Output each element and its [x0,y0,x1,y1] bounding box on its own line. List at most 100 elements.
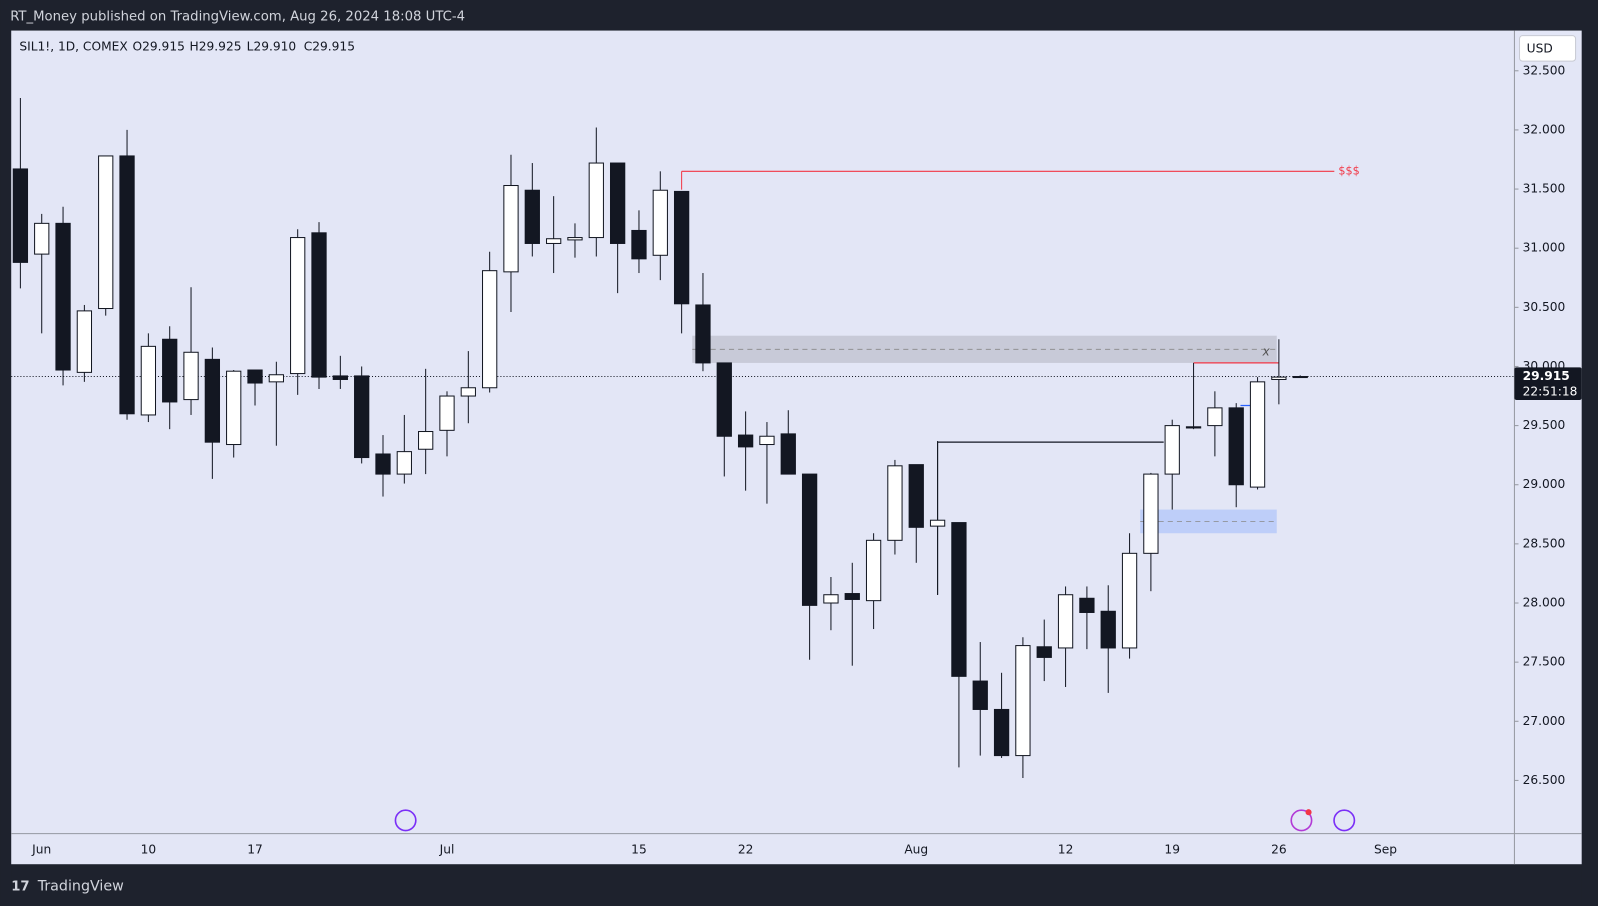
zone-label: x [1261,345,1270,359]
candle-body [1079,597,1095,613]
publish-header: RT_Money published on TradingView.com, A… [10,9,465,24]
x-tick-label: 12 [1058,842,1074,856]
candle-body [1121,552,1138,649]
x-tick-label: Aug [904,842,928,856]
candle-body [695,304,711,364]
candle-body [76,310,93,373]
y-tick-label: 28.000 [1523,596,1566,610]
ohlc-label: H29.925 [190,39,242,53]
candle-body [801,473,818,606]
ohlc-label: L29.910 [247,39,297,53]
candle-body [247,369,263,384]
candle-body [332,375,348,380]
candle-body [311,232,327,378]
x-tick-label: 26 [1271,842,1287,856]
candle-body [609,162,626,244]
y-tick-label: 29.500 [1523,418,1566,432]
candle-body [865,539,882,602]
event-icon[interactable] [1290,809,1313,832]
candle-body [1057,594,1074,649]
candle-body [162,338,178,403]
x-tick-label: Jul [439,842,455,856]
y-tick-label: 26.500 [1523,773,1566,787]
y-tick-label: 32.000 [1523,122,1566,136]
candle-body [844,593,860,600]
footer-logo: 17 [11,880,29,895]
candle-body [1185,426,1202,429]
candle-body [183,351,199,401]
event-icons [394,809,1356,832]
candle-body [588,162,604,239]
candle-body [1100,610,1116,649]
candle-body [951,522,967,677]
event-icon[interactable] [1333,809,1356,832]
y-tick-label: 28.500 [1523,536,1566,550]
x-tick-label: 19 [1164,842,1180,856]
event-icon[interactable] [394,809,417,832]
candle-body [503,185,519,273]
candle-body [1143,473,1159,554]
candle-body [567,237,583,241]
candle-body [887,465,903,541]
candle-body [290,237,306,375]
candle-body [631,229,647,260]
candle-body [737,434,754,448]
symbol-info: SIL1!, 1D, COMEX [19,39,127,53]
candles [12,97,1308,779]
candle-body [823,594,839,604]
y-tick-label: 29.000 [1523,477,1566,491]
ohlc-label: C29.915 [304,39,355,53]
candle-body [12,168,29,263]
chart-area [11,30,1582,865]
x-tick-label: 17 [247,842,263,856]
candle-body [482,270,498,389]
candle-body [972,680,988,710]
y-tick-label: 31.500 [1523,182,1566,196]
candle-body [780,433,796,475]
candle-body [1249,381,1266,488]
candle-body [993,708,1010,757]
y-tick-label: 30.500 [1523,300,1566,314]
candle-body [1271,376,1287,380]
level-label: $$$ [1338,164,1359,177]
candle-body [418,431,434,450]
candle-body [716,362,732,437]
candle-body [375,453,391,475]
currency-button[interactable] [1519,35,1577,62]
candle-body [140,345,157,416]
x-tick-label: 22 [738,842,754,856]
candle-body [1228,407,1244,486]
candle-body [226,370,242,446]
price-tag [1514,367,1582,400]
candle-body [439,395,455,431]
candle-body [268,374,284,383]
y-tick-label: 31.000 [1523,241,1566,255]
x-tick-label: Jun [31,842,51,856]
candle-body [354,375,370,459]
y-tick-label: 32.500 [1523,63,1566,77]
candle-body [759,435,775,446]
x-tick-label: Sep [1374,842,1397,856]
candle-body [1292,376,1308,379]
candle-body [55,222,71,371]
candle-body [929,519,946,527]
candle-body [204,358,221,443]
price-tag-value: 29.915 [1523,369,1570,383]
candle-body [34,222,50,255]
candle-body [98,155,114,310]
y-tick-label: 27.000 [1523,714,1566,728]
candle-body [1036,646,1052,658]
candle-body [673,190,690,305]
x-tick-label: 10 [141,842,157,856]
candle-body [652,189,668,256]
candle-body [1164,425,1180,475]
candle-body [460,387,476,397]
price-tag-countdown: 22:51:18 [1523,384,1578,398]
footer-brand: TradingView [37,879,124,895]
event-dot [1305,809,1312,816]
candle-body [396,451,412,475]
candle-body [1207,407,1223,427]
candle-body [524,189,540,244]
